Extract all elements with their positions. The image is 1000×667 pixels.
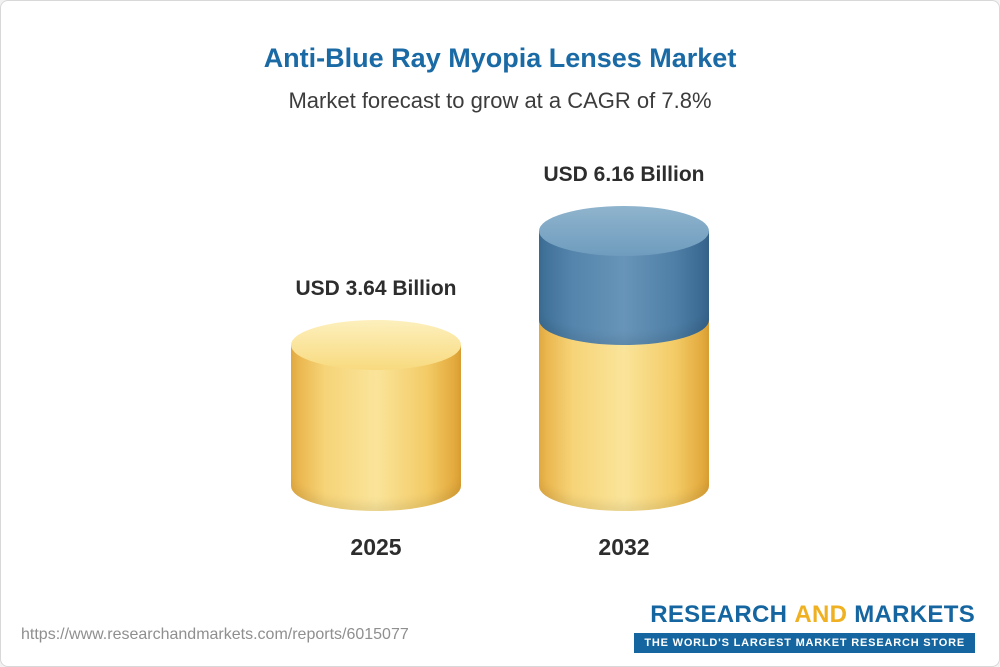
cylinder-base-2025 bbox=[291, 320, 461, 511]
category-label-2032: 2032 bbox=[598, 534, 650, 560]
cylinder-top-2025 bbox=[291, 320, 461, 370]
chart-title: Anti-Blue Ray Myopia Lenses Market bbox=[263, 43, 737, 73]
logo-tagline: THE WORLD'S LARGEST MARKET RESEARCH STOR… bbox=[634, 633, 975, 653]
cylinder-base-2032 bbox=[539, 320, 709, 511]
logo-word-markets: MARKETS bbox=[854, 601, 975, 628]
logo-word-and: AND bbox=[794, 601, 848, 628]
value-label-2025: USD 3.64 Billion bbox=[295, 277, 457, 300]
logo-wordmark: RESEARCH AND MARKETS bbox=[650, 601, 975, 629]
bar-2025 bbox=[291, 320, 461, 511]
category-label-2025: 2025 bbox=[350, 534, 402, 560]
cylinder-growth-2032 bbox=[539, 206, 709, 345]
chart-subtitle: Market forecast to grow at a CAGR of 7.8… bbox=[288, 88, 712, 113]
company-logo: RESEARCH AND MARKETS THE WORLD'S LARGEST… bbox=[634, 601, 975, 653]
cylinder-top-2032 bbox=[539, 206, 709, 256]
value-label-2032: USD 6.16 Billion bbox=[543, 163, 705, 186]
bar-2032 bbox=[539, 206, 709, 511]
report-url-link[interactable]: https://www.researchandmarkets.com/repor… bbox=[21, 626, 409, 643]
logo-word-research: RESEARCH bbox=[650, 601, 788, 628]
